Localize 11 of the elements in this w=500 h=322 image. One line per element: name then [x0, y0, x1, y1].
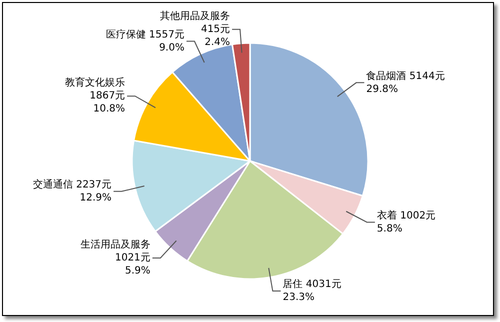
data-label: 1021元 5.9%	[114, 252, 150, 277]
data-label: 1867元 10.8%	[90, 90, 126, 115]
data-label: 415元 2.4%	[200, 24, 230, 48]
slice-label: 居住 4031元 23.3%	[282, 279, 342, 304]
slice-label: 食品烟酒 5144元 29.8%	[366, 70, 445, 95]
slice-label: 其他用品及服务	[160, 10, 230, 22]
slice-label: 生活用品及服务	[80, 238, 150, 251]
slice-label: 衣着 1002元 5.8%	[376, 209, 436, 234]
slice-label: 交通通信 2237元 12.9%	[32, 178, 112, 204]
slice-label: 医疗保健 1557元 9.0%	[106, 28, 184, 54]
slice-label: 教育文化娱乐	[65, 76, 126, 89]
